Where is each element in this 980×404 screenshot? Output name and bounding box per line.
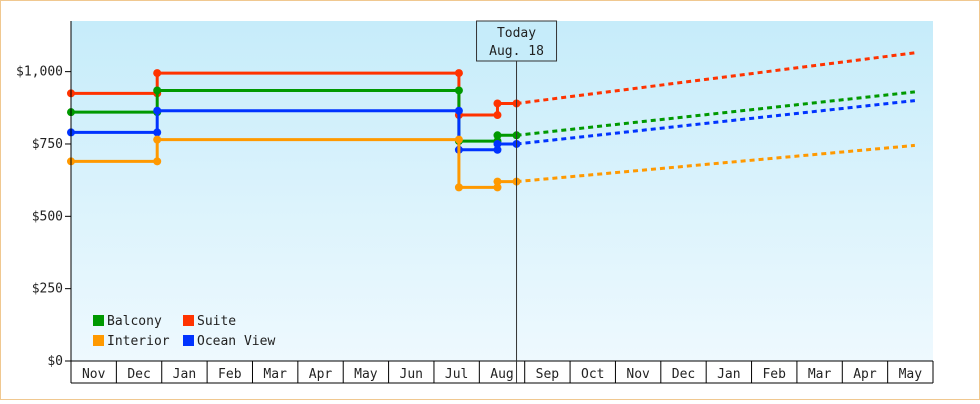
forecast-line	[516, 51, 916, 105]
data-point	[454, 183, 463, 192]
x-tick-label: Nov	[626, 367, 650, 382]
x-tick-label: Mar	[808, 367, 832, 382]
x-tick-label: Feb	[218, 367, 242, 382]
x-tick-label: Apr	[309, 367, 333, 382]
x-tick-label: Jul	[445, 367, 468, 382]
legend-label: Interior	[107, 334, 170, 349]
legend-swatch	[93, 335, 104, 346]
data-point	[493, 99, 502, 108]
x-tick-label: Feb	[762, 367, 786, 382]
data-point	[493, 139, 502, 148]
forecast-line	[516, 143, 916, 184]
legend-label: Balcony	[107, 314, 162, 329]
x-tick-label: Sep	[536, 367, 560, 382]
data-point	[493, 145, 502, 154]
data-point	[493, 183, 502, 192]
y-tick-label: $750	[32, 137, 63, 152]
y-tick-label: $1,000	[16, 65, 63, 80]
x-tick-label: Nov	[82, 367, 106, 382]
x-tick-label: Dec	[672, 367, 695, 382]
data-point	[153, 69, 162, 78]
data-point	[153, 106, 162, 115]
data-point	[493, 111, 502, 120]
data-point	[153, 128, 162, 137]
forecast-line	[516, 99, 916, 146]
legend-label: Suite	[197, 314, 236, 329]
data-point	[153, 157, 162, 166]
series-ocean-view	[67, 99, 916, 154]
data-point	[454, 135, 463, 144]
plot-area	[71, 21, 933, 361]
y-tick-label: $250	[32, 282, 63, 297]
x-tick-label: Jan	[173, 367, 196, 382]
x-tick-label: May	[354, 367, 378, 382]
x-tick-label: May	[899, 367, 923, 382]
forecast-line	[516, 90, 916, 137]
x-tick-label: Jan	[717, 367, 740, 382]
x-tick-label: Oct	[581, 367, 604, 382]
x-tick-label: Dec	[127, 367, 150, 382]
today-box	[476, 20, 558, 62]
today-date: Aug. 18	[489, 44, 544, 59]
legend-label: Ocean View	[197, 334, 275, 349]
data-point	[153, 86, 162, 95]
data-point	[454, 106, 463, 115]
legend-swatch	[93, 315, 104, 326]
legend-swatch	[183, 335, 194, 346]
legend-swatch	[183, 315, 194, 326]
data-point	[493, 131, 502, 140]
today-label: Today	[497, 26, 536, 41]
data-point	[153, 135, 162, 144]
legend: Balcony Suite Interior Ocean View	[93, 314, 275, 349]
y-tick-label: $0	[47, 354, 63, 369]
y-tick-label: $500	[32, 209, 63, 224]
series-interior	[67, 135, 916, 192]
x-tick-label: Jun	[400, 367, 423, 382]
x-tick-label: Mar	[263, 367, 287, 382]
x-tick-label: Apr	[853, 367, 877, 382]
data-point	[454, 69, 463, 78]
data-point	[454, 86, 463, 95]
x-tick-label: Aug	[490, 367, 513, 382]
data-point	[493, 177, 502, 186]
